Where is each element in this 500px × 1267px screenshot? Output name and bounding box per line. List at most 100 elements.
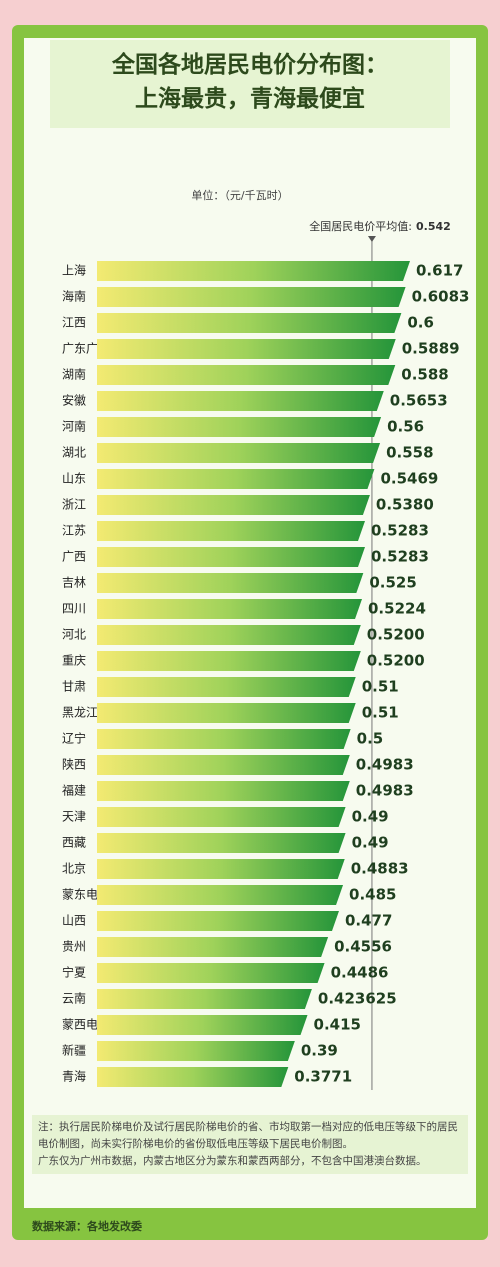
bar	[97, 703, 356, 723]
value-label: 0.6	[407, 314, 434, 332]
bar	[97, 261, 410, 281]
bar	[97, 573, 364, 593]
category-label: 重庆	[62, 654, 86, 668]
category-label: 黑龙江	[62, 706, 98, 720]
category-label: 江西	[62, 316, 86, 330]
value-label: 0.477	[345, 912, 392, 930]
category-label: 北京	[62, 862, 86, 876]
value-label: 0.56	[387, 418, 424, 436]
value-label: 0.4883	[351, 860, 409, 878]
chart-subtitle: 上海最贵，青海最便宜	[135, 86, 365, 112]
value-label: 0.588	[401, 366, 448, 384]
value-label: 0.5	[357, 730, 384, 748]
category-label: 甘肃	[62, 680, 86, 694]
category-label: 山东	[62, 472, 86, 486]
bar	[97, 677, 356, 697]
bar	[97, 781, 350, 801]
note-line: 注：执行居民阶梯电价及试行居民阶梯电价的省、市均取第一档对应的低电压等级下的居民…	[38, 1121, 458, 1150]
chart-title: 全国各地居民电价分布图：	[112, 52, 388, 78]
value-label: 0.51	[362, 704, 399, 722]
unit: 单位：（元/千瓦时）	[191, 188, 288, 202]
bar	[97, 287, 406, 307]
value-label: 0.4983	[356, 756, 414, 774]
bar	[97, 859, 345, 879]
bar	[97, 1015, 308, 1035]
category-label: 河北	[62, 628, 86, 642]
bar	[97, 547, 366, 567]
bar	[97, 989, 312, 1009]
average-marker	[367, 236, 376, 242]
bar	[97, 833, 346, 853]
bar	[97, 495, 370, 515]
bar	[97, 1041, 295, 1061]
value-label: 0.5283	[371, 522, 429, 540]
bar	[97, 469, 375, 489]
title-box: 全国各地居民电价分布图： 上海最贵，青海最便宜	[50, 40, 450, 128]
category-label: 西藏	[62, 836, 86, 850]
average-value: 0.542	[416, 220, 451, 233]
value-label: 0.5469	[380, 470, 438, 488]
value-label: 0.5200	[367, 652, 425, 670]
bar	[97, 729, 351, 749]
category-label: 天津	[62, 810, 86, 824]
value-label: 0.39	[301, 1042, 338, 1060]
panel	[24, 38, 476, 1208]
value-label: 0.617	[416, 262, 463, 280]
value-label: 0.5283	[371, 548, 429, 566]
category-label: 江苏	[62, 524, 86, 538]
bar	[97, 885, 344, 905]
bar	[97, 443, 381, 463]
value-label: 0.5889	[402, 340, 460, 358]
bar	[97, 755, 350, 775]
value-label: 0.3771	[294, 1068, 352, 1086]
bar	[97, 417, 382, 437]
category-label: 云南	[62, 991, 86, 1006]
bar	[97, 651, 361, 671]
category-label: 吉林	[62, 576, 86, 590]
value-label: 0.6083	[412, 288, 470, 306]
category-label: 安徽	[62, 393, 86, 408]
bar	[97, 963, 325, 983]
bar	[97, 911, 339, 931]
note-line: 广东仅为广州市数据，内蒙古地区分为蒙东和蒙西两部分，不包含中国港澳台数据。	[38, 1155, 427, 1167]
value-label: 0.5200	[367, 626, 425, 644]
category-label: 上海	[62, 263, 86, 278]
value-label: 0.558	[386, 444, 433, 462]
value-label: 0.49	[352, 808, 389, 826]
value-label: 0.4486	[331, 964, 389, 982]
value-label: 0.5224	[368, 600, 426, 618]
value-label: 0.51	[362, 678, 399, 696]
category-label: 陕西	[62, 757, 86, 772]
bar	[97, 313, 402, 333]
value-label: 0.525	[369, 574, 416, 592]
bar	[97, 391, 384, 411]
category-label: 贵州	[62, 940, 86, 954]
bar	[97, 1067, 289, 1087]
category-label: 湖南	[62, 367, 86, 382]
value-label: 0.4983	[356, 782, 414, 800]
bar	[97, 807, 346, 827]
category-label: 辽宁	[62, 731, 86, 746]
source: 数据来源：各地发改委	[32, 1220, 142, 1233]
category-label: 青海	[62, 1069, 86, 1084]
bar	[97, 365, 396, 385]
category-label: 河南	[62, 419, 86, 434]
value-label: 0.485	[349, 886, 396, 904]
value-label: 0.5653	[390, 392, 448, 410]
average-label: 全国居民电价平均值:	[309, 219, 412, 233]
category-label: 宁夏	[62, 965, 86, 980]
category-label: 海南	[62, 289, 86, 304]
value-label: 0.415	[314, 1016, 361, 1034]
category-label: 四川	[62, 602, 86, 616]
value-label: 0.5380	[376, 496, 434, 514]
value-label: 0.423625	[318, 990, 397, 1008]
note: 注：执行居民阶梯电价及试行居民阶梯电价的省、市均取第一档对应的低电压等级下的居民…	[32, 1115, 468, 1174]
category-label: 湖北	[62, 445, 86, 460]
bar	[97, 339, 396, 359]
category-label: 广西	[62, 550, 86, 564]
value-label: 0.49	[352, 834, 389, 852]
category-label: 山西	[62, 914, 86, 928]
bar	[97, 599, 363, 619]
category-label: 福建	[62, 783, 86, 798]
